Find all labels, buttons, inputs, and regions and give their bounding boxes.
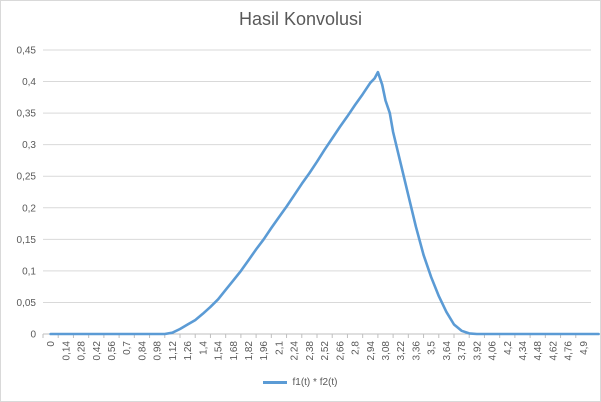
series-line bbox=[49, 70, 600, 336]
x-tick-label: 1,82 bbox=[244, 341, 255, 361]
x-tick-label: 3,36 bbox=[411, 341, 422, 361]
legend-label: f1(t) * f2(t) bbox=[292, 377, 338, 388]
y-tick-label: 0,2 bbox=[22, 203, 36, 214]
x-tick-label: 0 bbox=[46, 341, 57, 347]
x-tick-label: 2,1 bbox=[274, 341, 285, 355]
y-tick-label: 0,35 bbox=[17, 109, 37, 120]
y-tick-label: 0,25 bbox=[17, 172, 37, 183]
y-tick-label: 0,4 bbox=[22, 77, 36, 88]
y-tick-label: 0,1 bbox=[22, 266, 36, 277]
x-tick-label: 0,56 bbox=[107, 341, 118, 361]
y-tick-label: 0,3 bbox=[22, 140, 36, 151]
x-tick-label: 0,28 bbox=[77, 341, 88, 361]
x-tick-label: 4,34 bbox=[518, 341, 529, 361]
x-tick-label: 4,62 bbox=[548, 341, 559, 361]
x-tick-label: 4,76 bbox=[564, 341, 575, 361]
x-tick-label: 2,52 bbox=[320, 341, 331, 361]
x-tick-label: 2,94 bbox=[366, 341, 377, 361]
legend-swatch bbox=[263, 381, 288, 384]
x-tick-label: 0,7 bbox=[122, 341, 133, 355]
y-tick-label: 0 bbox=[30, 330, 36, 341]
x-tick-label: 1,54 bbox=[214, 341, 225, 361]
x-tick-label: 2,8 bbox=[351, 341, 362, 355]
x-tick-label: 1,96 bbox=[259, 341, 270, 361]
chart-title: Hasil Konvolusi bbox=[238, 9, 363, 29]
x-tick-label: 1,26 bbox=[183, 341, 194, 361]
x-tick-label: 0,84 bbox=[137, 341, 148, 361]
x-tick-label: 3,08 bbox=[381, 341, 392, 361]
x-tick-label: 0,42 bbox=[92, 341, 103, 361]
x-tick-label: 3,92 bbox=[472, 341, 483, 361]
x-tick-label: 3,5 bbox=[427, 341, 438, 355]
x-tick-label: 4,9 bbox=[579, 341, 590, 355]
x-tick-label: 1,4 bbox=[198, 341, 209, 355]
x-tick-label: 3,78 bbox=[457, 341, 468, 361]
x-tick-label: 0,14 bbox=[61, 341, 72, 361]
y-tick-label: 0,45 bbox=[17, 46, 37, 57]
x-tick-label: 4,48 bbox=[533, 341, 544, 361]
x-tick-label: 4,06 bbox=[488, 341, 499, 361]
x-tick-label: 2,66 bbox=[335, 341, 346, 361]
x-tick-label: 0,98 bbox=[153, 341, 164, 361]
y-tick-label: 0,05 bbox=[17, 298, 37, 309]
x-tick-label: 1,12 bbox=[168, 341, 179, 361]
legend: f1(t) * f2(t) bbox=[1, 377, 600, 388]
x-tick-label: 3,22 bbox=[396, 341, 407, 361]
x-tick-label: 3,64 bbox=[442, 341, 453, 361]
x-tick-label: 2,24 bbox=[290, 341, 301, 361]
x-tick-label: 1,68 bbox=[229, 341, 240, 361]
x-tick-label: 2,38 bbox=[305, 341, 316, 361]
x-tick-label: 4,2 bbox=[503, 341, 514, 355]
y-tick-label: 0,15 bbox=[17, 235, 37, 246]
